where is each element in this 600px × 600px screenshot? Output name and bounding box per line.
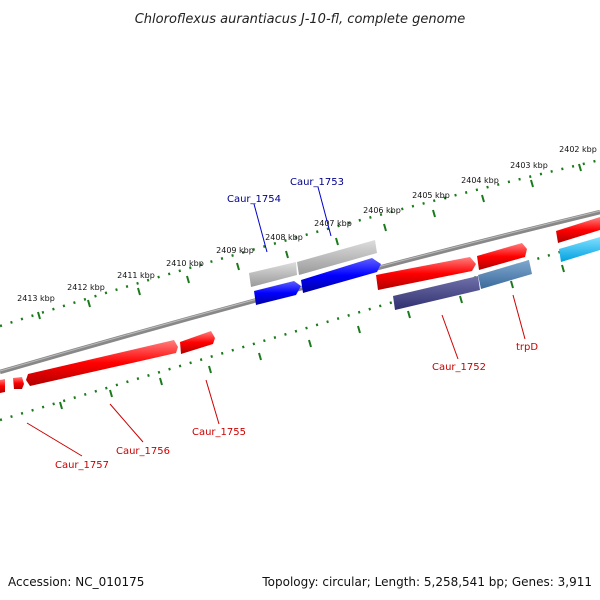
reverse-strand-features [249, 217, 600, 305]
gene-feature[interactable] [559, 237, 600, 262]
tick-label: 2403 kbp [510, 161, 548, 170]
gene-feature[interactable] [301, 258, 381, 293]
gene-feature[interactable] [180, 331, 215, 354]
gene-feature[interactable] [26, 340, 178, 386]
map-title: Chloroflexus aurantiacus J-10-fl, comple… [135, 12, 466, 27]
gene-label-caur-1757[interactable]: Caur_1757 [55, 460, 109, 471]
tick-labels: 2402 kbp 2403 kbp 2404 kbp 2405 kbp 2406… [17, 145, 597, 303]
tick-label: 2413 kbp [17, 294, 55, 303]
genome-summary: Topology: circular; Length: 5,258,541 bp… [261, 575, 592, 589]
forward-strand-features [0, 243, 532, 393]
tick-label: 2409 kbp [216, 246, 254, 255]
gene-feature[interactable] [0, 379, 5, 393]
genome-backbone [0, 209, 600, 375]
tick-label: 2402 kbp [559, 145, 597, 154]
gene-callouts [26, 186, 526, 457]
inner-tick-track [0, 238, 600, 422]
inner-major-ticks [59, 264, 565, 410]
gene-feature[interactable] [376, 257, 476, 290]
gene-feature[interactable] [556, 217, 600, 243]
tick-label: 2407 kbp [314, 219, 352, 228]
gene-feature[interactable] [393, 276, 480, 310]
gene-feature[interactable] [297, 240, 377, 275]
gene-labels: Caur_1754 Caur_1753 Caur_1752 trpD Caur_… [55, 177, 538, 471]
gene-feature[interactable] [478, 260, 532, 289]
tick-label: 2405 kbp [412, 191, 450, 200]
gene-label-caur-1754[interactable]: Caur_1754 [227, 194, 281, 205]
gene-label-caur-1753[interactable]: Caur_1753 [290, 177, 344, 188]
gene-label-caur-1755[interactable]: Caur_1755 [192, 427, 246, 438]
gene-label-caur-1756[interactable]: Caur_1756 [116, 446, 170, 457]
tick-label: 2406 kbp [363, 206, 401, 215]
gene-feature[interactable] [249, 262, 297, 287]
gene-feature[interactable] [477, 243, 527, 270]
tick-label: 2410 kbp [166, 259, 204, 268]
tick-label: 2404 kbp [461, 176, 499, 185]
tick-label: 2411 kbp [117, 271, 155, 280]
tick-label: 2412 kbp [67, 283, 105, 292]
outer-major-ticks [37, 163, 582, 320]
tick-label: 2408 kbp [265, 233, 303, 242]
gene-label-trpd[interactable]: trpD [516, 342, 538, 353]
gene-label-caur-1752[interactable]: Caur_1752 [432, 362, 486, 373]
accession-label: Accession: NC_010175 [8, 575, 144, 589]
gene-feature[interactable] [254, 281, 301, 305]
gene-feature[interactable] [13, 377, 24, 389]
